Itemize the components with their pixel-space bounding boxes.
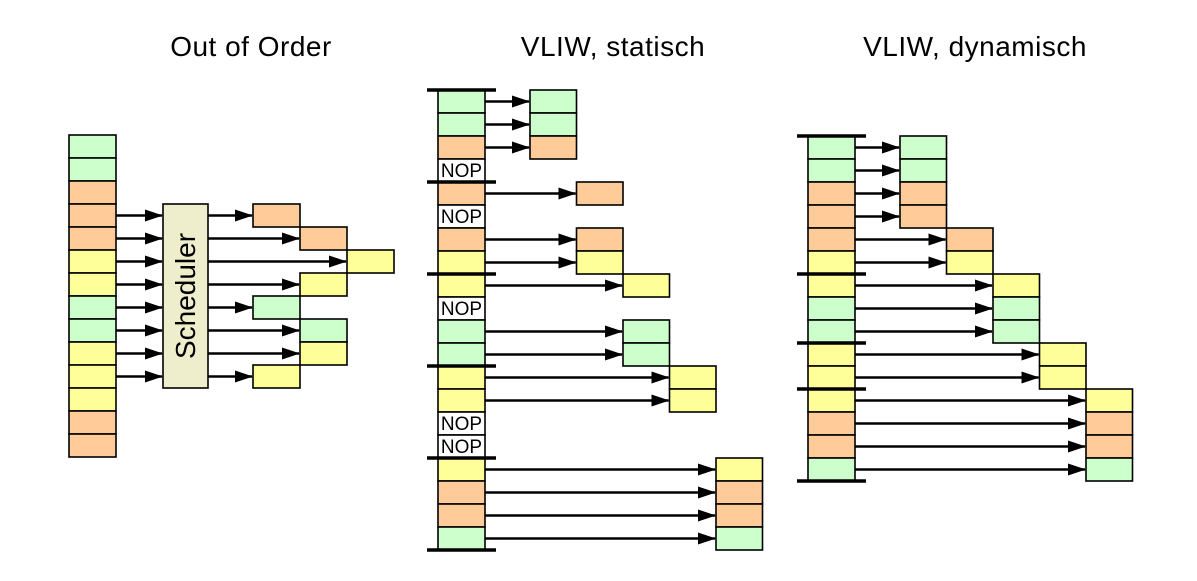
stack-cell — [437, 89, 486, 114]
stack-cell — [68, 249, 117, 274]
output-cell — [945, 250, 994, 275]
output-cell — [715, 480, 764, 505]
panel-title-out-of-order: Out of Order — [170, 31, 332, 62]
output-cell — [252, 203, 301, 228]
stack-cell — [437, 250, 486, 275]
output-cell — [992, 319, 1041, 344]
stack-cell — [68, 226, 117, 251]
output-cell — [252, 295, 301, 320]
output-cell — [1085, 457, 1134, 482]
output-cell — [992, 296, 1041, 321]
output-cell — [529, 135, 578, 160]
nop-label: NOP — [441, 207, 482, 228]
stack-cell — [807, 158, 856, 183]
output-cell — [992, 273, 1041, 298]
stack-cell — [807, 434, 856, 459]
output-cell — [668, 365, 717, 390]
stack-cell — [437, 526, 486, 551]
output-cell — [529, 112, 578, 137]
stack-cell — [437, 273, 486, 298]
output-cell — [899, 158, 948, 183]
stack-cell — [437, 319, 486, 344]
output-cell — [622, 273, 671, 298]
output-cell — [299, 341, 348, 366]
stack-cell — [437, 342, 486, 367]
output-cell — [622, 342, 671, 367]
stack-cell — [807, 319, 856, 344]
nop-label: NOP — [441, 299, 482, 320]
output-cell — [1085, 388, 1134, 413]
output-cell — [575, 181, 624, 206]
output-cell — [622, 319, 671, 344]
stack-cell — [68, 295, 117, 320]
stack-cell — [437, 365, 486, 390]
output-cell — [715, 526, 764, 551]
stack-cell — [807, 135, 856, 160]
stack-cell — [437, 480, 486, 505]
output-cell — [715, 457, 764, 482]
output-cell — [299, 226, 348, 251]
nop-label: NOP — [441, 161, 482, 182]
scheduler-box — [162, 203, 209, 389]
output-cell — [899, 135, 948, 160]
output-cell — [575, 227, 624, 252]
stack-cell — [437, 457, 486, 482]
stack-cell — [807, 204, 856, 229]
stack-cell — [807, 388, 856, 413]
output-cell — [575, 250, 624, 275]
nop-label: NOP — [441, 414, 482, 435]
stack-cell — [437, 135, 486, 160]
stack-cell — [807, 227, 856, 252]
stack-cell — [437, 227, 486, 252]
stack-cell — [807, 342, 856, 367]
stack-cell — [437, 112, 486, 137]
stack-cell — [437, 503, 486, 528]
output-cell — [668, 388, 717, 413]
stack-cell — [68, 341, 117, 366]
stack-cell — [807, 411, 856, 436]
stack-cell — [807, 250, 856, 275]
stack-cell — [68, 387, 117, 412]
stack-cell — [68, 180, 117, 205]
output-cell — [899, 204, 948, 229]
output-cell — [1038, 342, 1087, 367]
panel-title-vliw-dynamic: VLIW, dynamisch — [863, 31, 1087, 62]
output-cell — [715, 503, 764, 528]
stack-cell — [437, 181, 486, 206]
stack-cell — [807, 457, 856, 482]
stack-cell — [68, 134, 117, 159]
stack-cell — [807, 296, 856, 321]
output-cell — [945, 227, 994, 252]
scheduler-label: Scheduler — [170, 233, 201, 359]
output-cell — [346, 249, 395, 274]
output-cell — [299, 272, 348, 297]
stack-cell — [68, 318, 117, 343]
nop-label: NOP — [441, 437, 482, 458]
stack-cell — [68, 272, 117, 297]
panel-title-vliw-static: VLIW, statisch — [520, 31, 706, 62]
stack-cell — [807, 181, 856, 206]
stack-cell — [68, 433, 117, 458]
stack-cell — [807, 365, 856, 390]
stack-cell — [68, 157, 117, 182]
stack-cell — [437, 388, 486, 413]
stack-cell — [807, 273, 856, 298]
stack-cell — [68, 203, 117, 228]
stack-cell — [68, 364, 117, 389]
output-cell — [529, 89, 578, 114]
output-cell — [252, 364, 301, 389]
output-cell — [899, 181, 948, 206]
output-cell — [1085, 411, 1134, 436]
output-cell — [1038, 365, 1087, 390]
output-cell — [299, 318, 348, 343]
stack-cell — [68, 410, 117, 435]
output-cell — [1085, 434, 1134, 459]
